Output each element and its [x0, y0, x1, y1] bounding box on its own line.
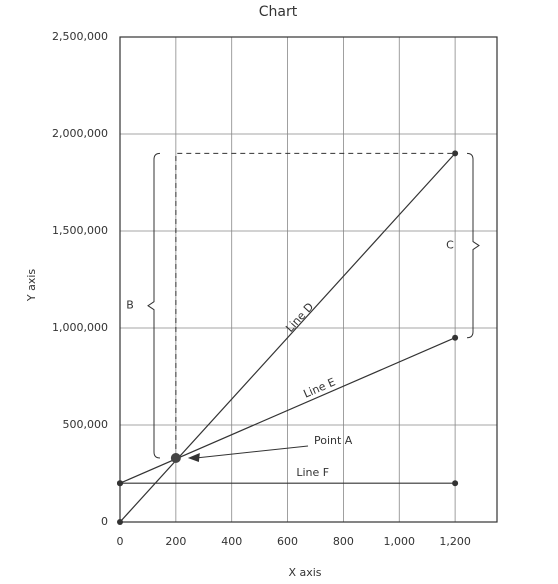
y-tick-label: 2,500,000 — [52, 30, 108, 43]
line-point — [452, 334, 459, 341]
x-tick-label: 1,200 — [439, 535, 471, 548]
line-label: Line F — [296, 466, 329, 479]
line-label: Line D — [283, 300, 316, 335]
x-tick-label: 600 — [277, 535, 298, 548]
brace-label: C — [446, 239, 454, 252]
line-point — [117, 480, 123, 487]
y-tick-label: 1,500,000 — [52, 224, 108, 237]
y-tick-label: 0 — [101, 515, 108, 528]
y-tick-label: 1,000,000 — [52, 321, 108, 334]
x-tick-label: 200 — [165, 535, 186, 548]
y-tick-label: 500,000 — [63, 418, 109, 431]
x-tick-label: 0 — [117, 535, 124, 548]
brace-label: B — [126, 299, 134, 312]
y-axis-label: Y axis — [25, 269, 38, 303]
x-tick-label: 1,000 — [384, 535, 416, 548]
arrow-head — [187, 452, 200, 462]
line-point — [117, 519, 123, 525]
y-tick-label: 2,000,000 — [52, 127, 108, 140]
line-point — [452, 150, 459, 157]
line-point — [452, 480, 459, 487]
arrow — [195, 445, 309, 459]
x-tick-label: 800 — [333, 535, 354, 548]
point-label: Point A — [314, 434, 353, 447]
x-axis-label: X axis — [288, 566, 321, 579]
plot-frame — [119, 36, 498, 523]
chart-title: Chart — [259, 4, 298, 20]
x-tick-label: 400 — [221, 535, 242, 548]
point — [170, 452, 181, 463]
brace — [466, 152, 480, 339]
brace — [147, 152, 161, 459]
dashed-guide — [175, 152, 456, 458]
